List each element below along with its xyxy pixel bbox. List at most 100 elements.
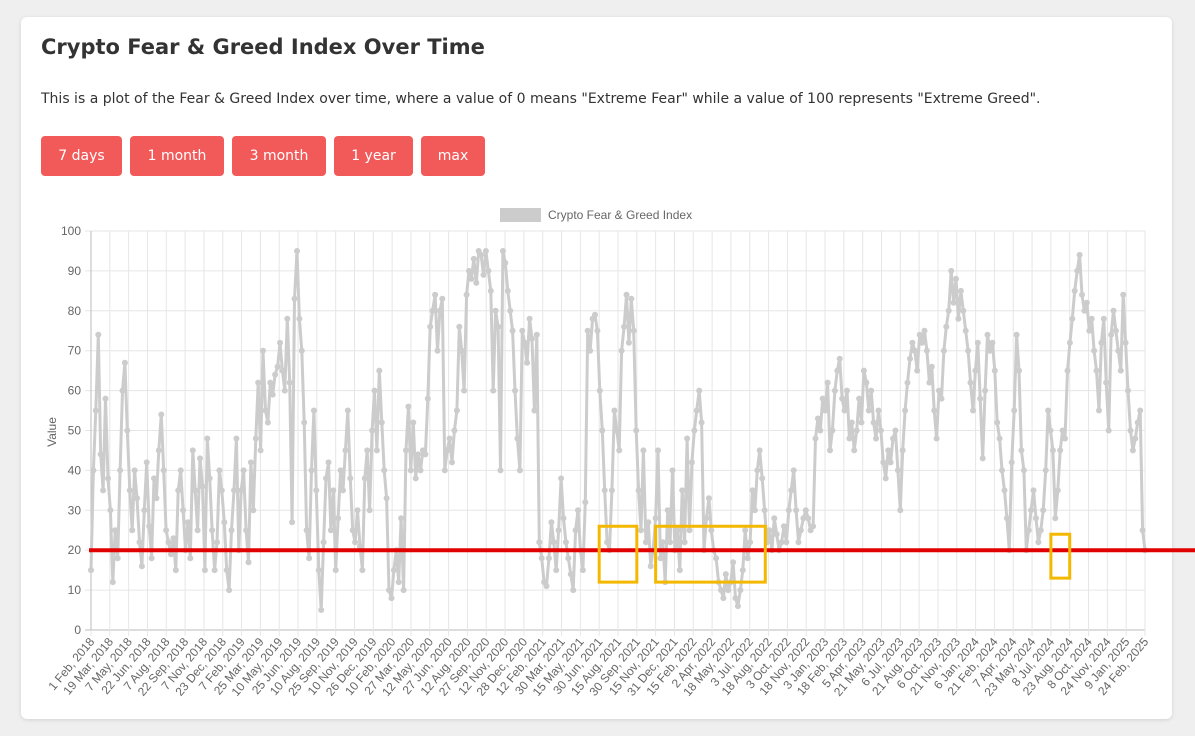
data-point (301, 419, 308, 426)
data-point (364, 447, 371, 454)
data-point (1047, 427, 1054, 434)
data-point (945, 307, 952, 314)
data-point (163, 527, 170, 534)
data-point (860, 367, 867, 374)
data-point (1122, 339, 1129, 346)
data-point (625, 339, 632, 346)
data-point (1125, 387, 1131, 394)
data-point (800, 515, 807, 522)
data-point (197, 455, 203, 462)
data-point (730, 559, 737, 566)
data-point (485, 267, 492, 274)
data-point (221, 519, 228, 526)
data-point (330, 487, 337, 494)
data-point (623, 291, 630, 298)
data-point (928, 363, 935, 370)
data-point (138, 563, 145, 570)
data-point (1129, 447, 1136, 454)
data-point (720, 595, 727, 602)
data-point (180, 507, 187, 514)
data-point (841, 407, 848, 414)
data-point (323, 475, 329, 482)
data-point (250, 507, 257, 514)
data-point (1088, 315, 1095, 322)
data-point (340, 487, 346, 494)
data-point (766, 527, 773, 534)
data-point (611, 407, 618, 414)
data-point (873, 435, 879, 442)
data-point (507, 307, 514, 314)
data-point (342, 447, 349, 454)
data-point (119, 387, 126, 394)
data-point (974, 339, 981, 346)
data-point (827, 447, 833, 454)
data-point (773, 531, 780, 538)
data-point (1074, 267, 1081, 274)
range-3-month-button[interactable]: 3 month (232, 136, 326, 176)
data-point (705, 495, 712, 502)
data-point (865, 407, 872, 414)
data-point (463, 291, 470, 298)
data-point (473, 279, 480, 286)
data-point (344, 407, 351, 414)
data-point (184, 519, 191, 526)
data-point (756, 447, 763, 454)
data-point (524, 359, 531, 366)
data-point (635, 487, 642, 494)
y-tick-label: 20 (68, 543, 82, 557)
data-point (1003, 515, 1010, 522)
data-point (315, 567, 322, 574)
data-point (1110, 307, 1117, 314)
data-point (1108, 331, 1115, 338)
data-point (877, 427, 884, 434)
data-point (117, 467, 124, 474)
data-point (630, 327, 637, 334)
data-point (621, 323, 628, 330)
range-1-month-button[interactable]: 1 month (130, 136, 224, 176)
data-point (584, 327, 591, 334)
data-point (531, 407, 538, 414)
data-point (264, 419, 271, 426)
data-point (240, 467, 247, 474)
data-point (165, 539, 172, 546)
data-point (361, 475, 368, 482)
data-point (497, 467, 504, 474)
data-point (902, 407, 909, 414)
data-point (189, 447, 196, 454)
data-point (223, 567, 230, 574)
data-point (943, 323, 950, 330)
data-point (352, 539, 359, 546)
data-point (95, 331, 102, 338)
data-point (674, 527, 681, 534)
data-point (979, 455, 986, 462)
series-line (89, 249, 1147, 612)
data-point (977, 395, 984, 402)
data-point (749, 487, 756, 494)
range-max-button[interactable]: max (421, 136, 485, 176)
chart-legend[interactable]: Crypto Fear & Greed Index (500, 208, 692, 222)
data-point (1035, 539, 1042, 546)
data-point (957, 287, 964, 294)
data-point (480, 271, 487, 278)
data-point (1105, 427, 1112, 434)
range-7-days-button[interactable]: 7 days (41, 136, 122, 176)
data-point (933, 435, 940, 442)
data-point (693, 407, 700, 414)
data-point (953, 275, 959, 282)
data-point (1071, 287, 1078, 294)
data-point (255, 379, 262, 386)
data-point (177, 467, 184, 474)
data-point (439, 295, 446, 302)
data-point (587, 347, 594, 354)
data-point (579, 567, 586, 574)
data-point (936, 387, 942, 394)
data-point (1040, 507, 1047, 514)
data-point (926, 379, 933, 386)
data-point (868, 387, 875, 394)
data-point (982, 387, 989, 394)
data-point (168, 551, 174, 558)
data-point (526, 315, 533, 322)
data-point (441, 467, 448, 474)
data-point (335, 515, 342, 522)
range-1-year-button[interactable]: 1 year (334, 136, 413, 176)
